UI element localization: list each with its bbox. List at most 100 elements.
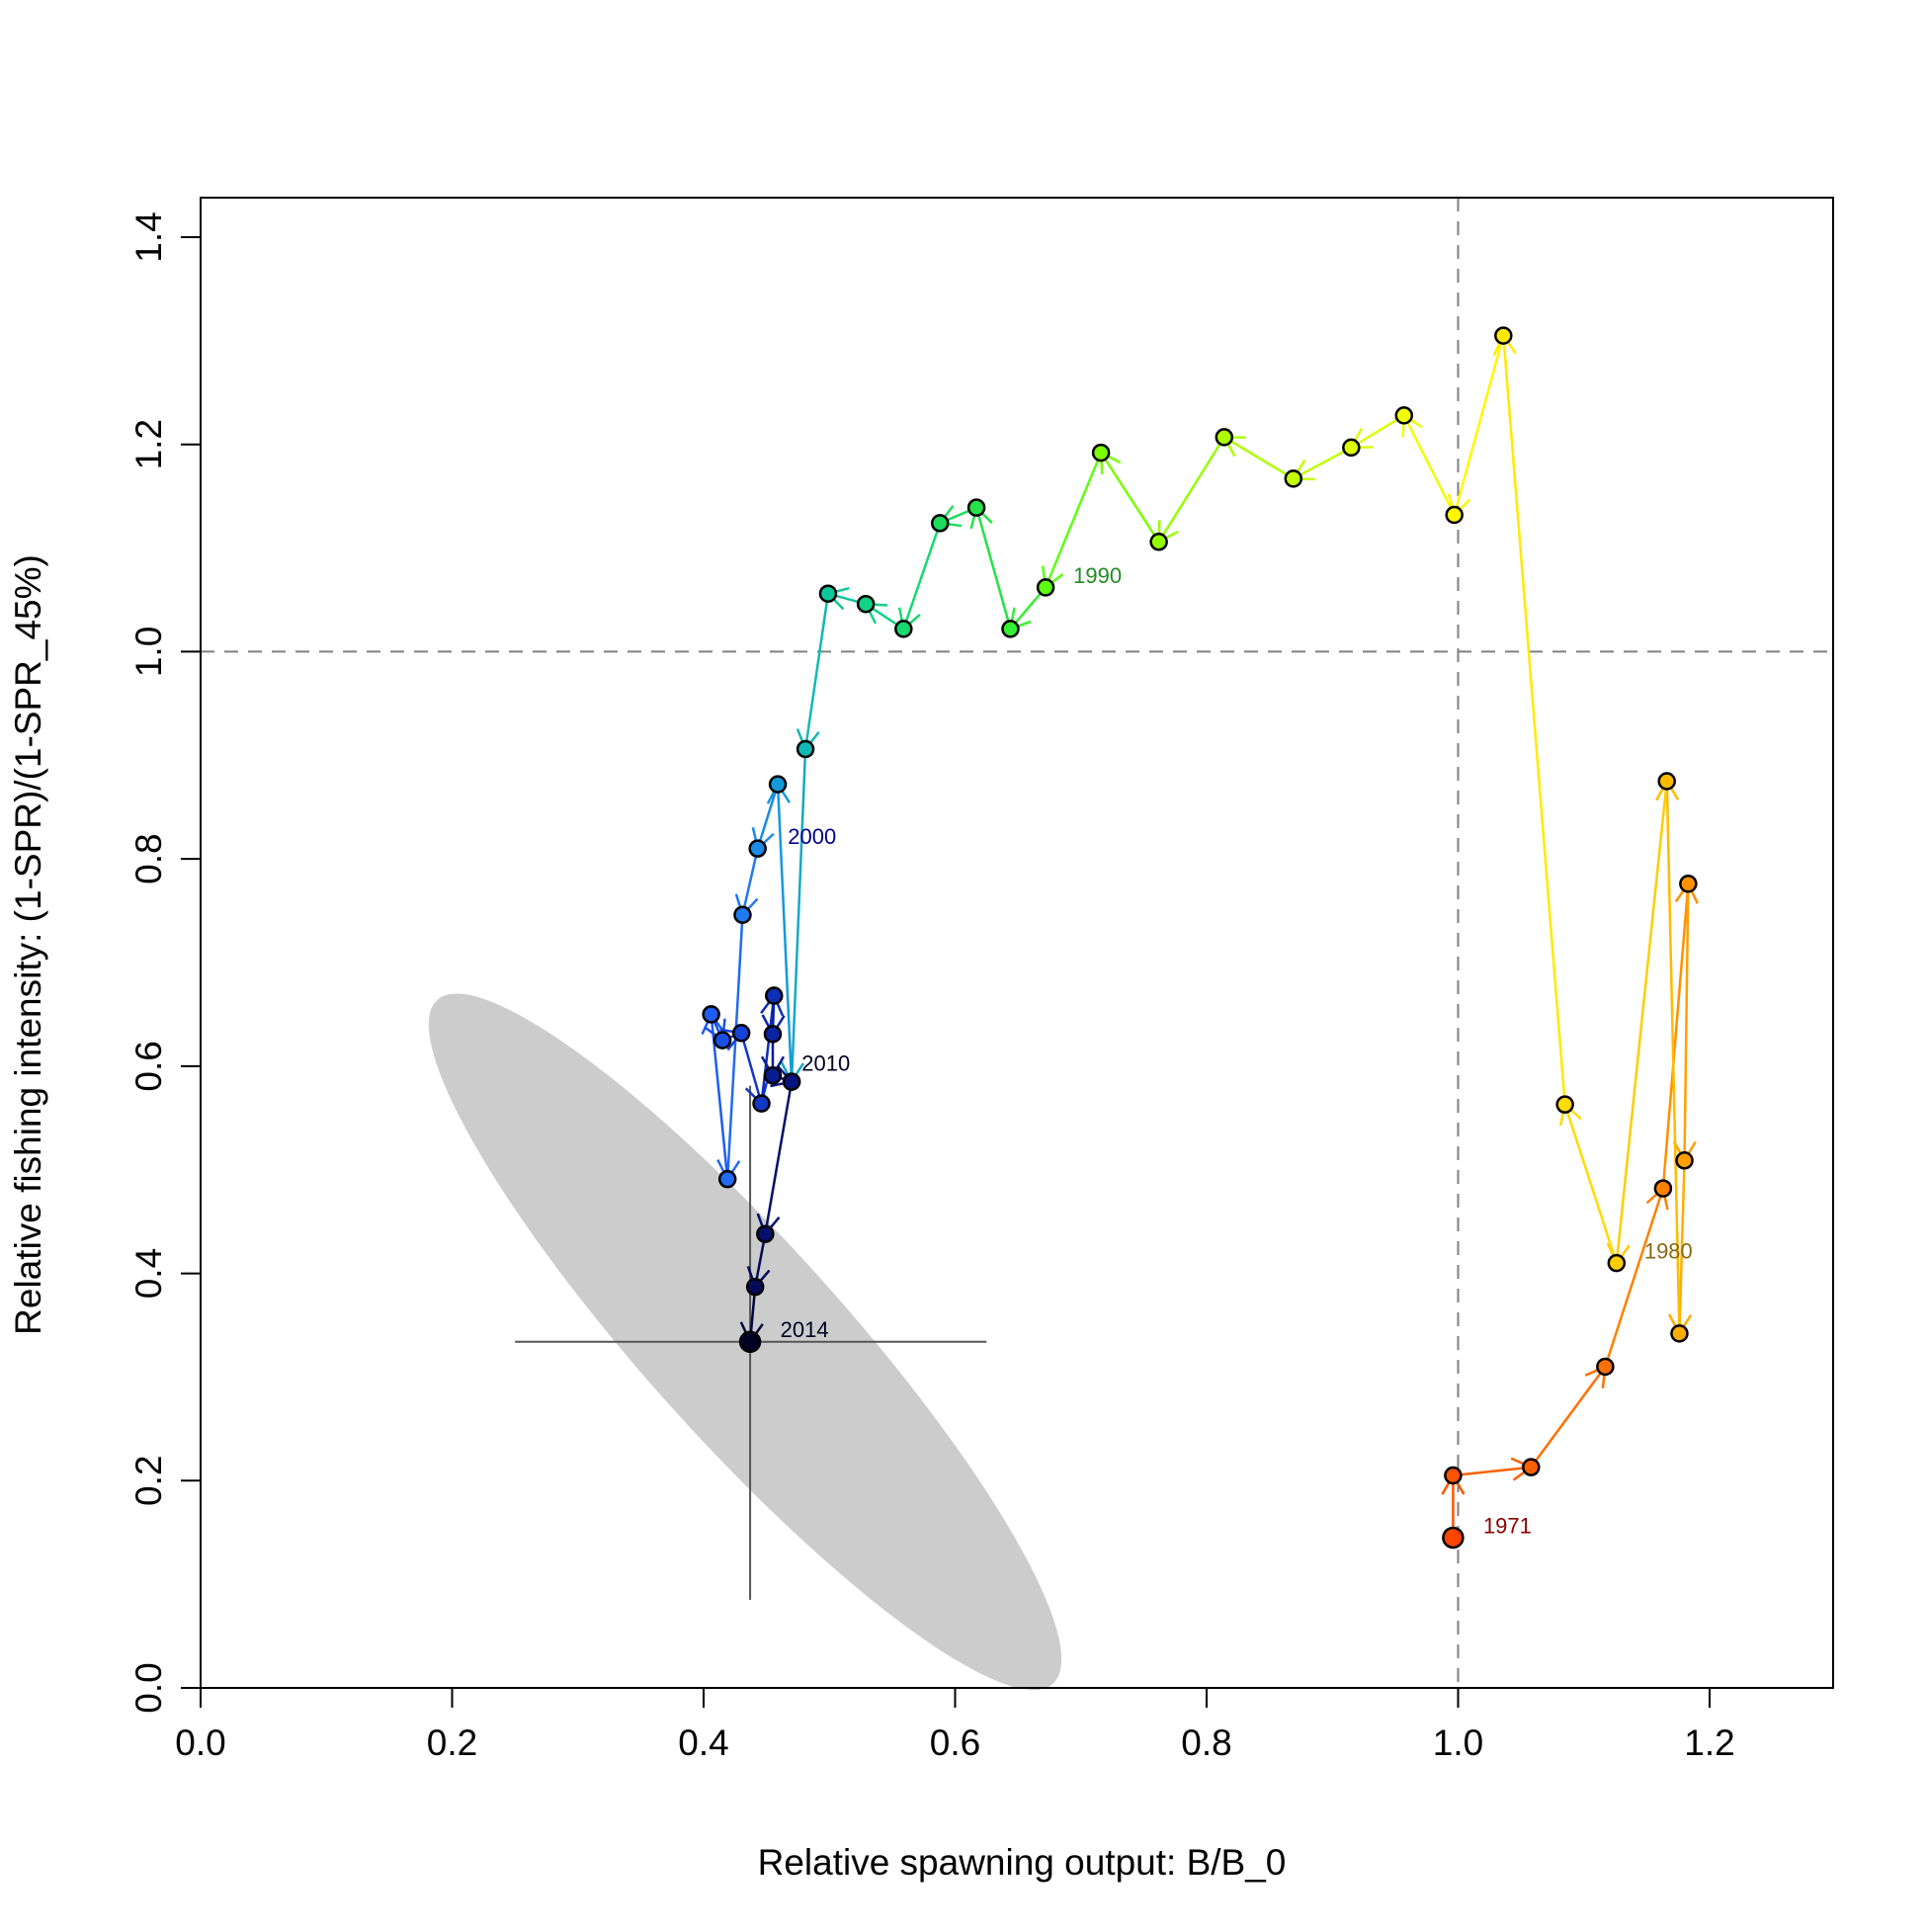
trajectory-segment bbox=[1502, 335, 1566, 1105]
trajectory-segment bbox=[741, 848, 759, 916]
y-axis-tick-label: 0.0 bbox=[128, 1662, 169, 1713]
trajectory-segment bbox=[1293, 446, 1352, 480]
data-point bbox=[782, 1072, 801, 1091]
data-point bbox=[1653, 1179, 1673, 1198]
trajectory-segment bbox=[1453, 335, 1505, 516]
trajectory-segment bbox=[1665, 781, 1681, 1334]
data-point bbox=[1670, 1324, 1689, 1343]
data-point bbox=[894, 620, 913, 638]
x-axis-tick-label: 0.6 bbox=[930, 1722, 980, 1763]
data-point bbox=[1394, 406, 1414, 425]
data-point bbox=[1522, 1458, 1541, 1476]
data-point bbox=[1001, 620, 1020, 638]
data-point bbox=[745, 1277, 765, 1297]
data-point bbox=[756, 1224, 775, 1243]
data-point bbox=[1036, 578, 1055, 597]
y-axis-tick-label: 1.0 bbox=[128, 627, 169, 677]
data-point bbox=[930, 514, 950, 533]
trajectory-segment bbox=[739, 1032, 763, 1104]
data-point bbox=[731, 1024, 751, 1043]
year-label: 1990 bbox=[1073, 563, 1122, 588]
y-axis-tick-label: 0.4 bbox=[128, 1248, 169, 1299]
data-point bbox=[712, 1031, 732, 1050]
x-axis-title: Relative spawning output: B/B_0 bbox=[758, 1842, 1287, 1883]
trajectory-segment bbox=[1661, 883, 1690, 1189]
data-point bbox=[765, 986, 784, 1005]
data-point bbox=[763, 1066, 783, 1085]
data-point bbox=[1091, 443, 1111, 462]
data-point bbox=[796, 739, 815, 759]
trajectory-segment bbox=[756, 784, 780, 850]
y-axis-tick-label: 0.2 bbox=[128, 1456, 169, 1506]
x-axis-tick-label: 0.4 bbox=[678, 1722, 728, 1763]
data-point bbox=[966, 498, 986, 517]
data-points-layer bbox=[702, 326, 1698, 1550]
trajectory-segment bbox=[725, 914, 744, 1180]
trajectory-segment bbox=[974, 507, 1012, 630]
data-point bbox=[1607, 1253, 1627, 1273]
trajectory-segment bbox=[776, 784, 794, 1082]
data-point bbox=[1442, 1526, 1465, 1550]
data-point bbox=[733, 905, 752, 925]
y-axis-tick-label: 1.2 bbox=[128, 419, 169, 469]
trajectory-segment bbox=[1157, 436, 1225, 543]
trajectory-segment bbox=[1683, 883, 1690, 1161]
data-point bbox=[768, 775, 788, 794]
data-point bbox=[1444, 1466, 1463, 1485]
year-label: 1971 bbox=[1483, 1513, 1532, 1538]
x-axis-tick-label: 1.0 bbox=[1433, 1722, 1483, 1763]
data-point bbox=[763, 1025, 783, 1044]
data-point bbox=[1679, 875, 1698, 893]
trajectory-segment bbox=[803, 593, 830, 750]
data-point bbox=[1555, 1095, 1574, 1114]
data-point bbox=[1342, 438, 1361, 458]
x-axis-tick-label: 0.8 bbox=[1181, 1722, 1231, 1763]
trajectory-segment bbox=[1453, 1466, 1532, 1477]
data-point bbox=[1284, 469, 1303, 488]
year-label: 2000 bbox=[788, 824, 836, 849]
data-point bbox=[717, 1169, 737, 1189]
data-point bbox=[748, 839, 767, 858]
data-point bbox=[738, 1330, 762, 1354]
data-point bbox=[818, 584, 838, 603]
y-axis-title: Relative fishing intensity: (1-SPR)/(1-S… bbox=[8, 554, 48, 1335]
trajectory-segment bbox=[1402, 414, 1456, 516]
trajectory-segment bbox=[790, 748, 807, 1082]
trajectory-segment bbox=[1604, 1188, 1665, 1368]
trajectory-segment bbox=[764, 1081, 794, 1234]
trajectory-segment bbox=[1678, 1160, 1686, 1334]
data-point bbox=[1494, 326, 1513, 345]
year-label: 2010 bbox=[801, 1051, 850, 1076]
y-axis-tick-label: 0.8 bbox=[128, 833, 169, 883]
trajectory-segment bbox=[902, 522, 942, 630]
data-point bbox=[1675, 1151, 1694, 1170]
trajectory-segment bbox=[760, 995, 776, 1104]
year-label: 2014 bbox=[781, 1317, 829, 1342]
trajectory-segment bbox=[1530, 1366, 1607, 1469]
x-axis-tick-label: 0.2 bbox=[427, 1722, 477, 1763]
data-point bbox=[856, 594, 876, 614]
trajectory-segment bbox=[1563, 1104, 1619, 1264]
reference-lines-layer bbox=[201, 198, 1833, 1688]
plot-frame bbox=[200, 197, 1834, 1689]
data-point bbox=[1149, 533, 1168, 551]
trajectory-segment bbox=[1615, 781, 1668, 1264]
data-point bbox=[1215, 428, 1234, 447]
x-axis-tick-label: 0.0 bbox=[175, 1722, 225, 1763]
year-labels-layer: 1971 1980 1990 2000 2010 2014 bbox=[781, 563, 1693, 1539]
data-point bbox=[1657, 772, 1676, 791]
data-point bbox=[1596, 1357, 1615, 1377]
trajectory-segment bbox=[1350, 414, 1405, 449]
data-point bbox=[1445, 505, 1464, 525]
x-axis-tick-label: 1.2 bbox=[1684, 1722, 1734, 1763]
data-point bbox=[752, 1094, 771, 1113]
y-axis-tick-label: 0.6 bbox=[128, 1041, 169, 1091]
data-point bbox=[702, 1005, 720, 1024]
trajectory-segment bbox=[1044, 452, 1103, 588]
axes-layer: 0.0 0.2 0.4 0.6 0.8 1.0 1.2 0.0 0.2 0.4 0.6 0.8 1.0 1… bbox=[128, 197, 1834, 1763]
trajectory-segment bbox=[1223, 436, 1295, 480]
trajectory-segment bbox=[1100, 452, 1160, 543]
year-label: 1980 bbox=[1644, 1239, 1693, 1264]
